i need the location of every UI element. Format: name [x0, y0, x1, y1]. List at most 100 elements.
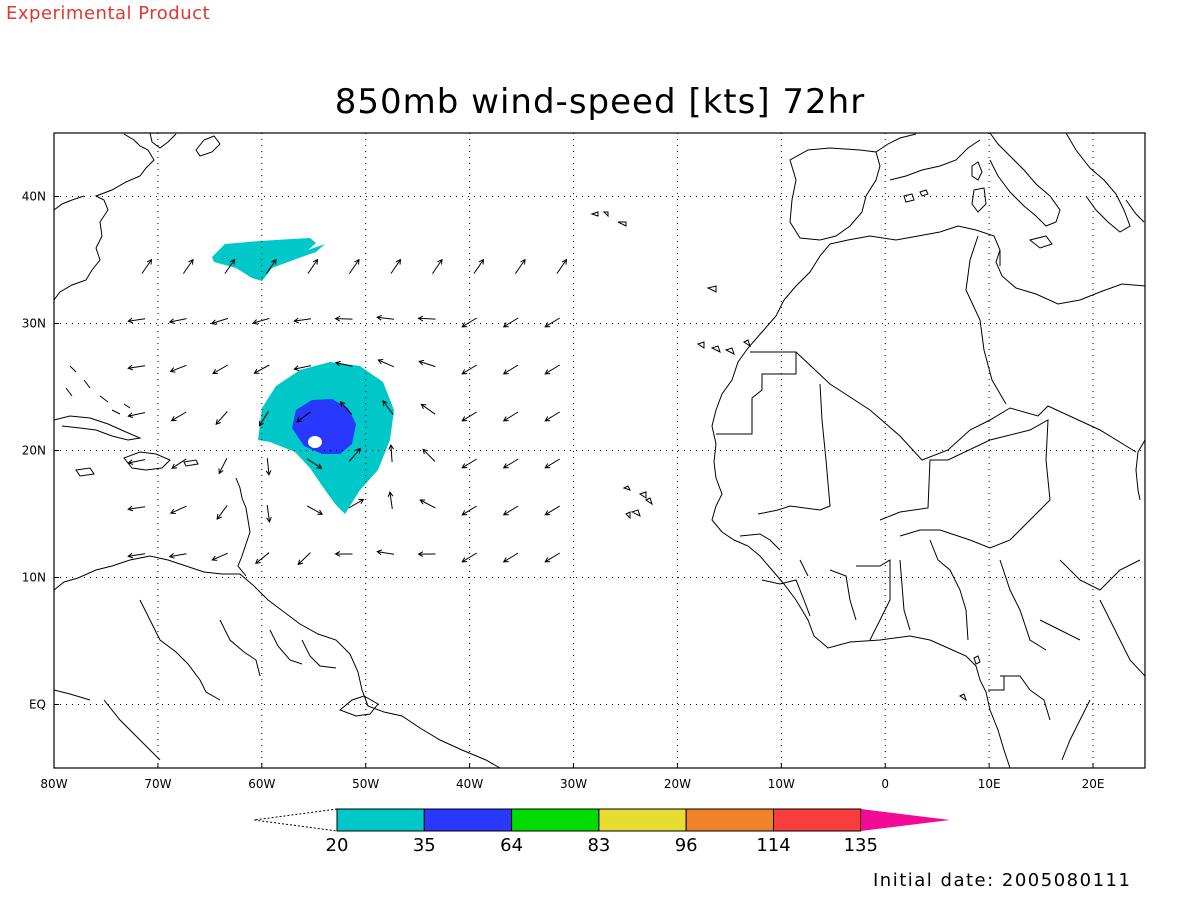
wind-speed-shading [212, 238, 394, 514]
wind-vectors [127, 258, 568, 566]
south-america-borders [54, 599, 337, 761]
wind-vector-arrow [297, 552, 311, 566]
lon-tick-label: 30W [560, 777, 587, 791]
lat-tick-label: 30N [22, 317, 46, 331]
wind-vector-arrow [252, 317, 270, 325]
colorbar-label: 114 [756, 835, 790, 856]
wind-vector-arrow [224, 258, 236, 274]
wind-vector-arrow [170, 411, 187, 422]
madeira-azores [590, 211, 717, 293]
balkans-greece [1065, 133, 1145, 233]
lon-tick-label: 20E [1082, 777, 1105, 791]
colorbar-label: 20 [326, 835, 349, 856]
wind-vector-arrow [127, 317, 146, 324]
wind-vector-arrow [296, 411, 311, 423]
wind-vector-arrow [127, 412, 146, 418]
wind-vector-arrow [502, 317, 519, 328]
map-frame [53, 132, 1146, 769]
longitude-labels: 80W 70W 60W 50W 40W 30W 20W 10W 0 10E 20E [40, 777, 1104, 791]
wind-vector-arrow [168, 553, 187, 559]
wind-vector-arrow [502, 458, 519, 469]
wind-vector-arrow [334, 360, 353, 367]
south-america-coast [54, 555, 501, 768]
lon-tick-label: 10E [978, 777, 1001, 791]
wind-vector-arrow [211, 552, 228, 561]
iberia-coast [789, 147, 881, 241]
canary-islands [696, 339, 751, 355]
wind-vector-arrow [171, 458, 187, 469]
experimental-product-banner: Experimental Product [6, 3, 211, 24]
wind-vector-arrow [141, 258, 153, 274]
sicily [1028, 235, 1053, 249]
wind-vector-arrow [218, 457, 228, 475]
hispaniola-coast [123, 451, 171, 471]
wind-vector-arrow [182, 258, 194, 274]
wind-vector-arrow [212, 364, 228, 375]
colorbar-label: 64 [500, 835, 523, 856]
wind-vector-arrow [265, 258, 277, 274]
wind-vector-arrow [127, 364, 146, 371]
wind-vector-arrow [461, 317, 477, 328]
wind-vector-arrow [502, 411, 519, 422]
wind-vector-arrow [210, 317, 229, 325]
wind-vector-arrow [307, 458, 323, 469]
wind-vector-arrow [461, 458, 477, 469]
colorbar-high-triangle [861, 809, 950, 831]
france-coast [875, 133, 981, 181]
wind-vector-arrow [544, 364, 560, 375]
lon-tick-label: 20W [664, 777, 691, 791]
newfoundland-coast [195, 135, 221, 157]
wind-vector-arrow [461, 364, 477, 375]
lat-tick-label: EQ [29, 698, 46, 712]
corsica-sardinia [971, 161, 987, 213]
colorbar-swatch [423, 808, 513, 832]
wind-vector-arrow [376, 314, 395, 321]
colorbar-label: 96 [675, 835, 698, 856]
north-america-coast [54, 133, 177, 301]
wind-vector-arrow [556, 258, 568, 274]
wind-vector-arrow [266, 504, 272, 523]
wind-vector-arrow [544, 552, 560, 563]
wind-vector-arrow [473, 258, 485, 274]
africa-east [1061, 439, 1145, 761]
colorbar-label: 135 [844, 835, 878, 856]
wind-vector-arrow [377, 359, 395, 368]
wind-vector-arrow [544, 458, 560, 469]
wind-vector-arrow [417, 315, 436, 322]
puerto-rico-coast [183, 459, 199, 467]
wind-vector-arrow [514, 258, 526, 274]
colorbar-swatch [511, 808, 600, 832]
lon-tick-label: 70W [144, 777, 171, 791]
lon-tick-label: 80W [40, 777, 67, 791]
wind-vector-arrow [422, 448, 436, 462]
colorbar-swatch [598, 808, 687, 832]
wind-vector-arrow [461, 552, 477, 563]
colorbar-label: 35 [413, 835, 436, 856]
wind-vector-arrow [382, 400, 394, 415]
lat-lon-grid [54, 133, 1145, 768]
map-title: 850mb wind-speed [kts] 72hr [334, 82, 866, 122]
storm-eye [308, 436, 322, 448]
balearic [903, 189, 929, 203]
wind-vector-arrow [127, 552, 146, 559]
africa-borders [716, 235, 1141, 721]
wind-vector-arrow [307, 258, 319, 274]
wind-vector-arrow [339, 401, 353, 415]
wind-vector-arrow [419, 499, 436, 509]
lat-tick-label: 20N [22, 444, 46, 458]
wind-vector-arrow [127, 459, 146, 465]
latitude-labels: EQ 10N 20N 30N 40N [22, 190, 46, 712]
gulf-of-guinea-islands [959, 655, 981, 702]
wind-vector-arrow [417, 551, 436, 557]
italy-coast [989, 133, 1061, 227]
wind-vector-arrow [348, 498, 365, 509]
coastlines [54, 133, 1145, 768]
wind-band-20-35-north [212, 238, 325, 281]
colorbar-swatch [336, 808, 425, 832]
wind-vector-arrow [254, 552, 270, 565]
colorbar-swatch [685, 808, 775, 832]
wind-vector-arrow [387, 491, 394, 510]
lon-tick-label: 50W [352, 777, 379, 791]
wind-vector-arrow [502, 552, 519, 563]
